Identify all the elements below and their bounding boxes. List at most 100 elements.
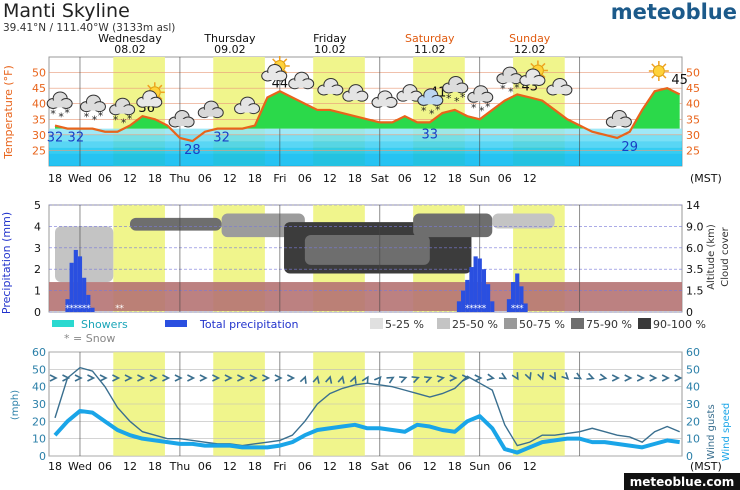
temperature-value-label: 28 [184, 143, 201, 158]
wind-direction-arrow [287, 374, 296, 382]
time-tick-label: 06 [198, 172, 212, 185]
wind-direction-arrow [561, 372, 570, 380]
snow-marker: * [65, 304, 70, 314]
precipitation-bar [86, 294, 91, 312]
wind-gusts-axis-label: Wind gusts [706, 404, 717, 459]
brand-logo[interactable]: meteoblue [611, 0, 737, 24]
time-tick-label: 12 [223, 460, 237, 473]
snow-marker: * [69, 304, 74, 314]
wind-direction-arrow [124, 374, 133, 382]
cloud-cover-legend-swatch [638, 318, 651, 329]
temperature-area [55, 88, 680, 129]
precipitation-tick-label: 3 [34, 242, 41, 255]
wind-direction-arrow [137, 374, 146, 382]
sun-cloud-icon [519, 60, 548, 86]
wind-direction-arrow [423, 376, 433, 384]
showers-legend-swatch [52, 320, 74, 327]
time-tick-label: 06 [298, 172, 312, 185]
precipitation-bar [90, 307, 95, 312]
wind-direction-arrow [325, 375, 333, 384]
wind-direction-arrow [99, 374, 108, 382]
svg-text:*: * [460, 91, 466, 104]
time-tick-label: 12 [123, 172, 137, 185]
wind-direction-arrow [274, 374, 283, 382]
time-tick-label: 12 [423, 172, 437, 185]
cloud-cover-legend-swatch [504, 318, 517, 329]
time-tick-label: 18 [248, 172, 262, 185]
temperature-tick-label: 50 [686, 67, 700, 80]
cloud-icon [317, 77, 344, 96]
day-date: 10.02 [314, 43, 346, 56]
snow-marker: * [465, 304, 470, 314]
precipitation-tick-label: 1 [34, 285, 41, 298]
time-tick-label: 06 [498, 172, 512, 185]
wind-direction-arrow [436, 375, 446, 383]
wind-direction-arrow [624, 374, 633, 382]
wind-direction-arrow [187, 374, 196, 382]
precipitation-bar [511, 282, 516, 312]
snow-cloud-icon: * * * [442, 75, 469, 108]
wind-direction-arrow [549, 372, 557, 381]
footer-brand[interactable]: meteoblue.com [630, 475, 735, 489]
precipitation-axis-label: Precipitation (mm) [0, 212, 13, 314]
svg-text:*: * [500, 83, 506, 96]
precipitation-bar [490, 301, 495, 312]
snow-cloud-icon: * * * [46, 91, 73, 124]
time-tick-label: Sun [469, 460, 490, 473]
wind-direction-arrow [599, 373, 608, 381]
precipitation-bar [65, 299, 70, 312]
wind-direction-arrow [474, 374, 483, 382]
snow-marker: * [78, 304, 83, 314]
timezone-label: (MST) [690, 460, 722, 473]
precipitation-tick-label: 4 [34, 220, 41, 233]
snow-marker: * [519, 304, 524, 314]
time-tick-label: 06 [98, 172, 112, 185]
day-name: Friday [313, 32, 347, 45]
temperature-tick-label: 50 [32, 67, 46, 80]
cloud-cover-legend-label: 90-100 % [653, 318, 706, 331]
cloud-cover-legend-swatch [370, 318, 383, 329]
precipitation-tick-label: 5 [34, 199, 41, 212]
snow-ground-band [49, 282, 682, 311]
temperature-value-label: 45 [671, 73, 688, 88]
day-date: 08.02 [114, 43, 146, 56]
wind-speed-line [53, 408, 680, 455]
moon-cloud-icon [197, 94, 224, 119]
temperature-tick-label: 30 [32, 129, 46, 142]
temperature-tick-label: 45 [32, 82, 46, 95]
svg-text:*: * [92, 114, 98, 127]
time-tick-label: Thu [169, 172, 191, 185]
precipitation-bar [473, 256, 478, 312]
cloud-cover-legend-label: 25-50 % [452, 318, 498, 331]
time-tick-label: Sat [371, 172, 390, 185]
svg-text:*: * [84, 111, 90, 124]
temperature-axis-label: Temperature (°F) [2, 65, 15, 160]
wind-panel: 0 0 10 10 20 20 30 30 40 40 50 50 60 60 [32, 346, 700, 463]
precipitation-bar [469, 267, 474, 312]
wind-tick-label: 50 [32, 363, 46, 376]
precipitation-bar [73, 249, 78, 312]
svg-text:*: * [64, 107, 70, 120]
wind-direction-arrow [262, 374, 271, 382]
snow-cloud-icon: * * * [467, 85, 494, 117]
wind-direction-arrow [649, 374, 658, 382]
snow-cloud-icon: * * * [496, 66, 523, 99]
time-tick-label: 18 [448, 460, 462, 473]
precipitation-bar [523, 303, 528, 312]
time-tick-label: 18 [48, 172, 62, 185]
time-tick-label: Sat [371, 460, 390, 473]
svg-text:*: * [98, 110, 104, 123]
svg-text:Cloud cover: Cloud cover [720, 226, 731, 286]
temperature-tick-label: 45 [686, 82, 700, 95]
sun-icon [648, 61, 669, 81]
freezing-band [49, 141, 682, 148]
time-tick-label: 18 [148, 172, 162, 185]
svg-text:*: * [508, 86, 514, 99]
temperature-value-label: 32 [47, 131, 64, 146]
time-tick-label: 06 [498, 460, 512, 473]
temperature-value-label: 32 [213, 131, 230, 146]
time-tick-label: Thu [169, 460, 191, 473]
wind-direction-arrow [511, 372, 519, 381]
wind-direction-arrow [299, 375, 307, 384]
wind-direction-arrow [661, 374, 670, 382]
